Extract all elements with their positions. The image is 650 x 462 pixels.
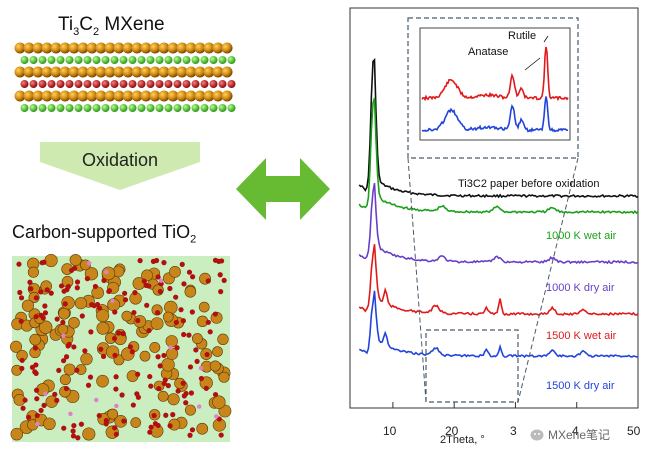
wechat-icon: [530, 429, 544, 441]
label-1000k-dry: 1000 K dry air: [546, 282, 615, 294]
label-1000k-wet: 1000 K wet air: [546, 230, 617, 242]
oxidation-arrow: [40, 142, 200, 190]
inset-plot-area: [419, 27, 571, 141]
inset-label-rutile: Rutile: [508, 30, 537, 42]
zoom-connector-left: [407, 157, 427, 403]
xrd-curve-1: [358, 97, 639, 215]
tick-label-40: 4: [572, 424, 579, 438]
rutile-pointer: [543, 35, 549, 43]
inset-label-anatase: Anatase: [468, 46, 509, 58]
carbon-supported-title: Carbon-supported TiO2: [12, 222, 197, 246]
xrd-curve-0: [358, 57, 639, 199]
tick-label-10: 10: [383, 424, 397, 438]
x-axis-label: 2Theta, °: [440, 434, 485, 446]
mxene-structure-illustration: [14, 42, 236, 112]
tick-label-30: 3: [510, 424, 517, 438]
inset-frame: [407, 17, 579, 159]
inset-curve-wet: [421, 46, 569, 102]
mxene-title: Ti3C2 MXene: [58, 14, 165, 38]
label-1500k-wet: 1500 K wet air: [546, 330, 617, 342]
tick-label-20: 20: [445, 424, 459, 438]
tick-label-50: 50: [627, 424, 641, 438]
watermark-text: MXene笔记: [548, 428, 611, 442]
xrd-curve-3: [358, 244, 639, 317]
carbon-supported-tio2-illustration: [10, 253, 232, 442]
label-before-oxidation: Ti3C2 paper before oxidation: [458, 178, 600, 190]
xrd-chart: [349, 7, 639, 409]
label-1500k-dry: 1500 K dry air: [546, 380, 615, 392]
double-arrow-icon: [236, 158, 330, 220]
zoom-selection-box: [425, 329, 519, 403]
xrd-curve-4: [358, 290, 639, 359]
oxidation-label: Oxidation: [81, 150, 159, 170]
anatase-pointer: [524, 57, 541, 71]
xrd-curve-2: [358, 183, 638, 265]
zoom-connector-right: [517, 157, 579, 403]
inset-curve-dry: [421, 96, 569, 133]
